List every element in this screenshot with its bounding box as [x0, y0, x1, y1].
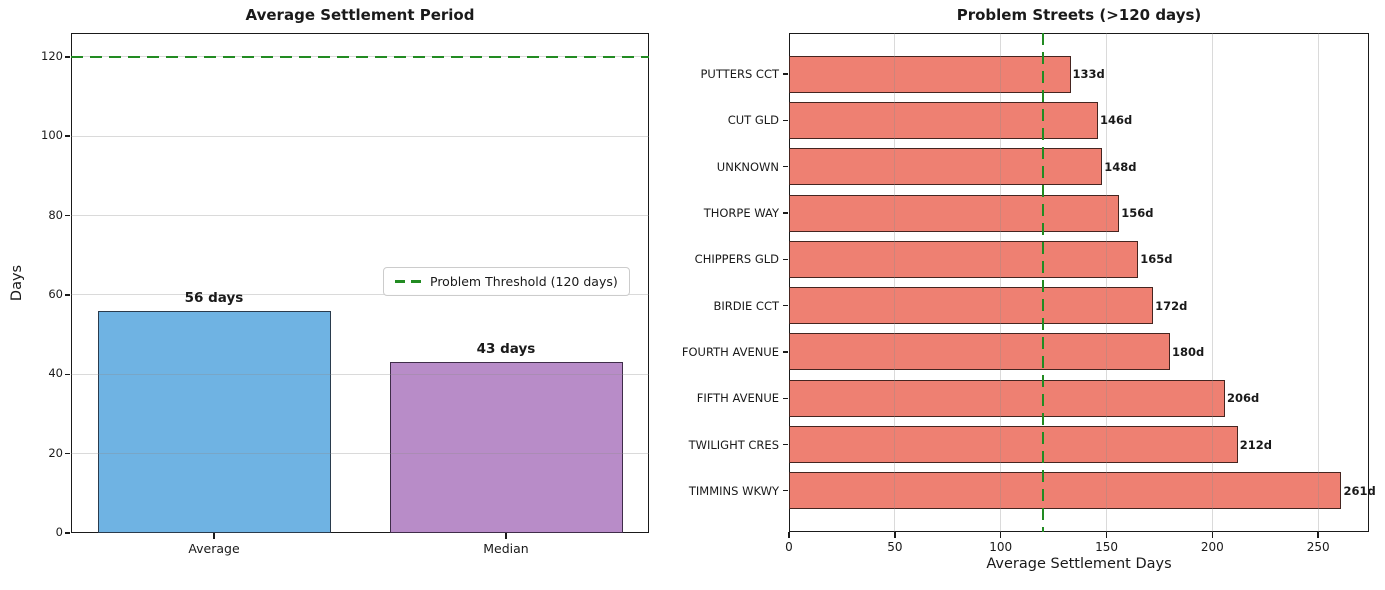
y-tick-mark — [782, 166, 788, 168]
bar-days-label: 212d — [1239, 437, 1272, 452]
y-tick-mark — [782, 119, 788, 122]
x-tick-mark — [505, 533, 507, 539]
y-tick-label: 0 — [55, 525, 63, 539]
bar-row — [789, 101, 1099, 139]
x-tick-label: 0 — [785, 540, 793, 554]
x-tick-mark — [894, 532, 896, 538]
y-tick-mark — [64, 56, 70, 58]
bar-row — [789, 240, 1139, 278]
bar-value-label: 56 days — [184, 289, 244, 306]
x-tick-label: 50 — [887, 540, 903, 554]
bar-days-label: 156d — [1121, 206, 1154, 221]
y-tick-label: 80 — [48, 207, 63, 222]
gridline-v — [1000, 33, 1002, 532]
bar-value-label: 43 days — [476, 341, 536, 358]
bar-days-label: 148d — [1104, 159, 1137, 174]
y-tick-mark — [782, 73, 788, 75]
bar-days-label: 133d — [1072, 67, 1105, 82]
bar-row — [789, 425, 1238, 464]
bar-row — [789, 148, 1103, 186]
y-tick-label: 100 — [41, 128, 63, 143]
x-tick-mark — [1211, 532, 1214, 538]
y-tick-label: 20 — [48, 445, 63, 460]
dashed-threshold-line-swatch — [395, 280, 421, 283]
y-tick-mark — [782, 258, 788, 261]
gridline-v — [894, 33, 896, 532]
street-label: FIFTH AVENUE — [696, 391, 779, 406]
bar-days-label: 146d — [1100, 113, 1133, 128]
bar-days-label: 165d — [1140, 252, 1173, 267]
chart-title-right: Problem Streets (>120 days) — [956, 6, 1202, 24]
y-tick-mark — [782, 490, 788, 492]
bar-row — [789, 55, 1071, 93]
y-tick-mark — [64, 373, 70, 375]
legend-label: Problem Threshold (120 days) — [430, 274, 618, 289]
y-tick-label: 120 — [41, 48, 63, 63]
gridline-v — [1317, 33, 1319, 532]
street-label: CUT GLD — [727, 113, 779, 128]
street-label: TIMMINS WKWY — [688, 483, 779, 498]
bar-average — [97, 310, 331, 533]
y-tick-mark — [782, 397, 788, 399]
y-tick-mark — [64, 214, 70, 217]
x-tick-label: 150 — [1095, 540, 1118, 554]
bar-days-label: 261d — [1343, 483, 1376, 498]
gridline-h — [71, 135, 649, 137]
gridline-h — [71, 294, 649, 296]
bar-days-label: 172d — [1155, 298, 1188, 313]
legend: Problem Threshold (120 days) — [383, 267, 630, 296]
threshold-line-120-days — [71, 55, 649, 59]
x-tick-label: 250 — [1306, 540, 1330, 554]
x-tick-mark — [1317, 532, 1319, 538]
bar-days-label: 180d — [1172, 344, 1205, 359]
y-tick-mark — [782, 304, 788, 307]
gridline-v — [1211, 33, 1213, 532]
x-tick-mark — [788, 532, 790, 538]
bar-row — [789, 472, 1342, 510]
x-tick-label: 200 — [1200, 540, 1224, 554]
x-tick-label: 100 — [989, 540, 1013, 554]
gridline-v — [1106, 33, 1108, 532]
street-label: PUTTERS CCT — [700, 67, 780, 82]
street-label: CHIPPERS GLD — [694, 252, 779, 267]
y-tick-mark — [64, 135, 70, 137]
x-tick-mark — [999, 532, 1002, 538]
bar-row — [789, 287, 1154, 325]
street-label: FOURTH AVENUE — [681, 344, 779, 359]
y-tick-label: 60 — [48, 286, 63, 301]
bar-row — [789, 333, 1171, 371]
y-tick-mark — [782, 351, 788, 353]
y-tick-mark — [64, 532, 70, 534]
y-axis-label-days: Days — [9, 264, 25, 302]
x-tick-label: Median — [483, 541, 529, 556]
bar-row — [789, 194, 1120, 232]
x-axis-label-settlement-days: Average Settlement Days — [986, 556, 1172, 572]
y-tick-mark — [782, 212, 788, 214]
bar-row — [789, 379, 1226, 417]
street-label: BIRDIE CCT — [713, 298, 779, 313]
gridline-h — [71, 215, 649, 217]
x-tick-mark — [1105, 532, 1108, 538]
x-tick-label: Average — [188, 541, 240, 556]
y-tick-mark — [782, 443, 788, 446]
gridline-h — [71, 373, 649, 375]
threshold-line-120-days — [1041, 33, 1045, 532]
y-tick-mark — [64, 452, 70, 455]
chart-title-left: Average Settlement Period — [245, 6, 475, 24]
bar-days-label: 206d — [1227, 391, 1260, 406]
street-label: TWILIGHT CRES — [688, 437, 779, 452]
y-tick-label: 40 — [48, 366, 63, 381]
x-tick-mark — [213, 533, 215, 539]
street-label: THORPE WAY — [703, 206, 779, 221]
street-label: UNKNOWN — [716, 159, 779, 174]
bar-median — [389, 362, 623, 533]
y-tick-mark — [64, 294, 70, 296]
gridline-h — [71, 453, 649, 455]
